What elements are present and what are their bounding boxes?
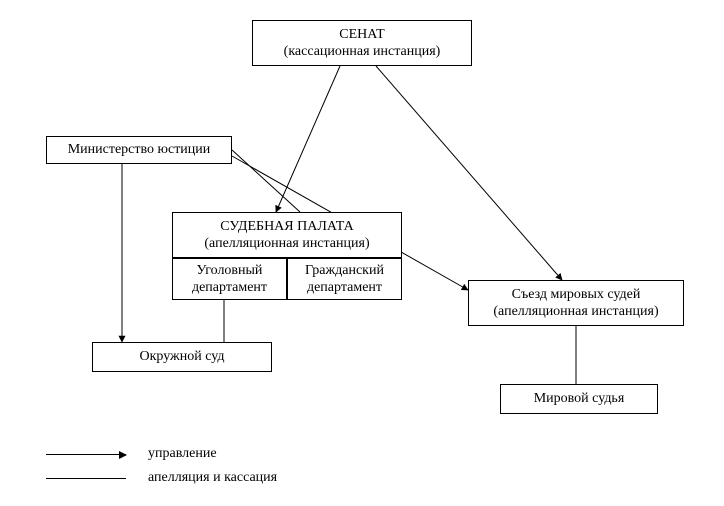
legend-row-line: апелляция и кассация [46,470,277,486]
civil-line2: департамент [294,279,395,297]
node-judicial-chamber-header: СУДЕБНАЯ ПАЛАТА (апелляционная инстанция… [172,212,402,258]
node-senate: СЕНАТ (кассационная инстанция) [252,20,472,66]
legend-plain-line [46,478,126,479]
node-ministry: Министерство юстиции [46,136,232,164]
edge-senate-to-chamber_header [276,66,340,212]
justice-label: Мировой судья [507,390,651,408]
legend-row-arrow: управление [46,446,217,462]
chamber-title: СУДЕБНАЯ ПАЛАТА [179,218,395,236]
node-district-court: Окружной суд [92,342,272,372]
node-civil-department: Гражданский департамент [287,258,402,300]
ministry-label: Министерство юстиции [53,141,225,159]
edge-ministry-to-chamber_header [232,150,300,212]
district-label: Окружной суд [99,348,265,366]
legend-arrow-label: управление [148,446,217,462]
legend-arrow-line [46,454,126,455]
chamber-subtitle: (апелляционная инстанция) [179,235,395,253]
node-congress-of-justices: Съезд мировых судей (апелляционная инста… [468,280,684,326]
congress-line1: Съезд мировых судей [475,286,677,304]
civil-line1: Гражданский [294,262,395,280]
senate-title: СЕНАТ [259,26,465,44]
criminal-line2: департамент [179,279,280,297]
congress-line2: (апелляционная инстанция) [475,303,677,321]
edge-senate-to-congress [376,66,562,280]
legend-line-label: апелляция и кассация [148,470,277,486]
node-criminal-department: Уголовный департамент [172,258,287,300]
senate-subtitle: (кассационная инстанция) [259,43,465,61]
criminal-line1: Уголовный [179,262,280,280]
node-justice-of-peace: Мировой судья [500,384,658,414]
arrow-icon [119,451,127,459]
